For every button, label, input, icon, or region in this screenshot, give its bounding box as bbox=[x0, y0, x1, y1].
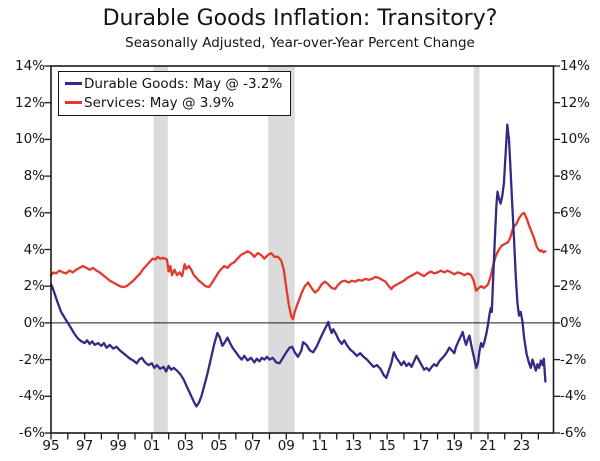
x-axis-label: 97 bbox=[76, 438, 94, 454]
x-axis-label: 11 bbox=[311, 438, 329, 454]
x-axis-label: 15 bbox=[378, 438, 396, 454]
y-axis-label-right: 14% bbox=[560, 58, 591, 74]
y-axis-label-left: -2% bbox=[18, 351, 45, 368]
services-line-swatch bbox=[65, 100, 82, 105]
y-axis-label-right: -4% bbox=[560, 388, 587, 405]
y-axis-label-right: 6% bbox=[560, 204, 582, 221]
y-axis-label-right: 8% bbox=[560, 168, 582, 185]
durable-goods-line bbox=[49, 123, 547, 408]
x-axis-label: 99 bbox=[109, 438, 127, 454]
recession-band-1 bbox=[268, 66, 295, 433]
x-axis-label: 03 bbox=[176, 438, 195, 454]
y-axis-label-left: 2% bbox=[23, 278, 45, 295]
y-axis-label-right: -6% bbox=[560, 425, 587, 441]
x-axis-label: 01 bbox=[143, 438, 161, 454]
x-axis-label: 19 bbox=[445, 438, 463, 454]
y-axis-label-right: -2% bbox=[560, 351, 587, 368]
legend-label-durable-goods: Durable Goods: May @ -3.2% bbox=[84, 75, 283, 92]
x-axis-label: 09 bbox=[277, 438, 295, 454]
chart-title: Durable Goods Inflation: Transitory? bbox=[102, 6, 498, 31]
x-axis-label: 23 bbox=[512, 438, 531, 454]
y-axis-label-left: 12% bbox=[14, 94, 45, 111]
recession-band-0 bbox=[153, 66, 168, 433]
y-axis-label-left: 14% bbox=[14, 58, 45, 74]
durable-goods-line-swatch bbox=[65, 81, 82, 86]
y-axis-label-right: 10% bbox=[560, 131, 591, 148]
y-axis-label-right: 0% bbox=[560, 314, 582, 331]
legend-row-services: Services: May @ 3.9% bbox=[65, 93, 282, 112]
y-axis-label-left: -4% bbox=[18, 388, 45, 405]
y-axis-label-right: 4% bbox=[560, 241, 582, 258]
x-axis-label: 13 bbox=[344, 438, 363, 454]
legend-row-durable-goods: Durable Goods: May @ -3.2% bbox=[65, 74, 282, 93]
y-axis-label-left: 8% bbox=[23, 168, 45, 185]
y-axis-label-right: 12% bbox=[560, 94, 591, 111]
x-axis-label: 05 bbox=[210, 438, 228, 454]
y-axis-label-left: -6% bbox=[18, 425, 45, 441]
x-axis-label: 21 bbox=[479, 438, 497, 454]
x-axis-label: 17 bbox=[412, 438, 430, 454]
recession-band-2 bbox=[473, 66, 480, 433]
y-axis-label-right: 2% bbox=[560, 278, 582, 295]
x-axis-label: 07 bbox=[244, 438, 262, 454]
legend-label-services: Services: May @ 3.9% bbox=[84, 94, 235, 111]
y-axis-label-left: 6% bbox=[23, 204, 45, 221]
y-axis-label-left: 10% bbox=[14, 131, 45, 148]
services-line bbox=[49, 211, 547, 321]
legend: Durable Goods: May @ -3.2% Services: May… bbox=[58, 71, 292, 116]
y-axis-label-left: 4% bbox=[23, 241, 45, 258]
x-axis-label: 95 bbox=[42, 438, 60, 454]
y-axis-label-left: 0% bbox=[23, 314, 45, 331]
chart-subtitle: Seasonally Adjusted, Year-over-Year Perc… bbox=[125, 35, 475, 51]
